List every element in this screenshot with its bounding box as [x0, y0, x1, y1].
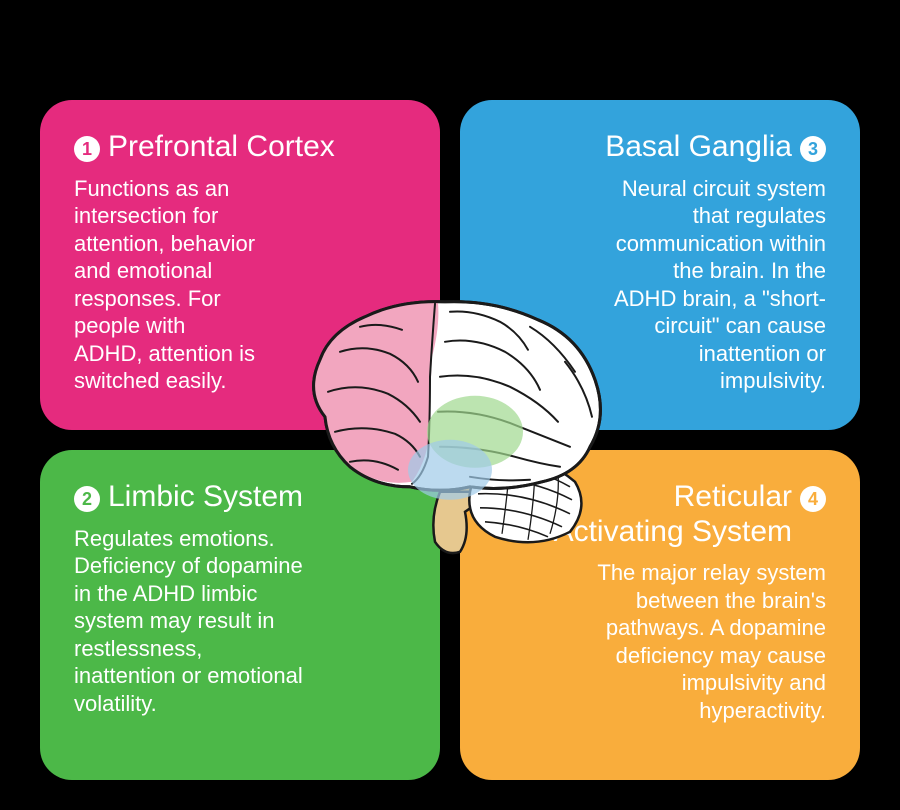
card-limbic-system: 2 Limbic System Regulates emotions. Defi… — [40, 450, 440, 780]
card-title-text: Limbic System — [108, 480, 303, 515]
card-grid: 1 Prefrontal Cortex Functions as an inte… — [40, 100, 860, 780]
card-title-text: Basal Ganglia — [605, 130, 792, 165]
number-badge: 3 — [800, 136, 826, 162]
card-title: Basal Ganglia 3 — [494, 130, 826, 165]
card-reticular-activating-system: ReticularActivating System 4 The major r… — [460, 450, 860, 780]
card-prefrontal-cortex: 1 Prefrontal Cortex Functions as an inte… — [40, 100, 440, 430]
number-badge: 1 — [74, 136, 100, 162]
card-body: The major relay system between the brain… — [494, 559, 826, 724]
card-body: Neural circuit system that regulates com… — [494, 175, 826, 395]
number-badge: 4 — [800, 486, 826, 512]
card-basal-ganglia: Basal Ganglia 3 Neural circuit system th… — [460, 100, 860, 430]
card-body: Functions as an intersection for attenti… — [74, 175, 406, 395]
card-title: 1 Prefrontal Cortex — [74, 130, 406, 165]
card-title-text: ReticularActivating System — [554, 480, 792, 549]
card-title: 2 Limbic System — [74, 480, 406, 515]
number-badge: 2 — [74, 486, 100, 512]
card-body: Regulates emotions. Deficiency of dopami… — [74, 525, 406, 718]
card-title-text: Prefrontal Cortex — [108, 130, 335, 165]
card-title: ReticularActivating System 4 — [494, 480, 826, 549]
